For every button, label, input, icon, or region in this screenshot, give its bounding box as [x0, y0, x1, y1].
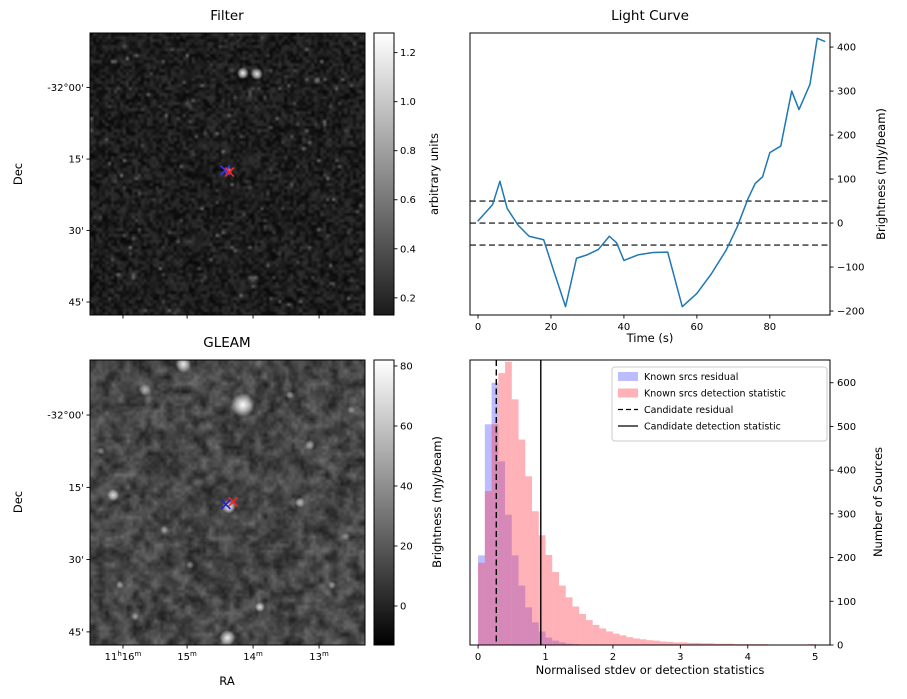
svg-text:0: 0	[837, 219, 843, 230]
svg-text:1: 1	[542, 652, 548, 663]
svg-text:3: 3	[677, 652, 683, 663]
svg-text:0.4: 0.4	[400, 244, 416, 255]
svg-text:100: 100	[837, 597, 856, 608]
svg-text:45': 45'	[69, 298, 84, 309]
gleam-colorbar	[374, 360, 394, 645]
svg-text:30': 30'	[69, 555, 84, 566]
lightcurve-ylabel: Brightness (mJy/beam)	[874, 108, 888, 240]
gleam-colorbar-label: Brightness (mJy/beam)	[430, 436, 444, 568]
svg-text:4: 4	[745, 652, 751, 663]
svg-text:-32°00': -32°00'	[47, 411, 84, 422]
svg-text:200: 200	[837, 131, 856, 142]
svg-text:1.0: 1.0	[400, 97, 416, 108]
svg-text:400: 400	[837, 43, 856, 54]
svg-text:14m: 14m	[243, 650, 263, 663]
svg-text:30': 30'	[69, 226, 84, 237]
svg-text:0: 0	[475, 322, 481, 333]
svg-text:1.2: 1.2	[400, 48, 416, 59]
svg-text:45': 45'	[69, 627, 84, 638]
filter-title: Filter	[210, 8, 244, 24]
svg-text:0.8: 0.8	[400, 146, 416, 157]
svg-text:20: 20	[545, 322, 558, 333]
hist-candidate-lines	[495, 360, 542, 645]
gleam-image	[90, 360, 365, 645]
svg-text:0.2: 0.2	[400, 293, 416, 304]
svg-text:0: 0	[475, 652, 481, 663]
svg-text:300: 300	[837, 509, 856, 520]
svg-text:60: 60	[691, 322, 704, 333]
gleam-xlabel: RA	[219, 674, 235, 688]
hist-series-1	[478, 361, 816, 645]
svg-text:13m: 13m	[309, 650, 329, 663]
svg-text:500: 500	[837, 422, 856, 433]
svg-text:15m: 15m	[177, 650, 197, 663]
svg-text:Known srcs detection statistic: Known srcs detection statistic	[644, 389, 786, 400]
svg-text:60: 60	[400, 422, 413, 433]
svg-text:15': 15'	[69, 155, 84, 166]
hist-legend: Known srcs residual Known srcs detection …	[611, 366, 828, 442]
svg-text:300: 300	[837, 87, 856, 98]
lightcurve-xlabel: Time (s)	[626, 331, 674, 345]
svg-text:600: 600	[837, 378, 856, 389]
svg-text:−100: −100	[837, 263, 864, 274]
svg-text:0: 0	[400, 602, 406, 613]
hist-xlabel: Normalised stdev or detection statistics	[535, 663, 765, 677]
svg-text:15': 15'	[69, 483, 84, 494]
svg-text:2: 2	[610, 652, 616, 663]
svg-text:80: 80	[400, 362, 413, 373]
svg-text:200: 200	[837, 553, 856, 564]
hist-frame	[469, 359, 831, 646]
svg-text:Candidate residual: Candidate residual	[644, 405, 733, 416]
hist-ylabel: Number of Sources	[871, 446, 885, 558]
svg-text:0.6: 0.6	[400, 195, 416, 206]
lightcurve-threshold-lines	[470, 200, 830, 246]
filter-image	[90, 33, 365, 315]
lightcurve-frame	[469, 32, 831, 316]
svg-text:0: 0	[837, 641, 843, 652]
gleam-ylabel: Dec	[11, 490, 25, 514]
lightcurve-line	[477, 37, 826, 308]
svg-text:-32°00': -32°00'	[47, 83, 84, 94]
svg-text:Known srcs residual: Known srcs residual	[644, 372, 738, 383]
hist-series-0	[478, 382, 593, 645]
svg-text:40: 40	[400, 482, 413, 493]
svg-text:Candidate detection statistic: Candidate detection statistic	[644, 422, 781, 433]
filter-ylabel: Dec	[11, 162, 25, 186]
gleam-title: GLEAM	[203, 335, 251, 351]
hist-axes: 0 1 2 3 4 5 0 100 200 300 400 500 600	[475, 378, 856, 663]
lightcurve-title: Light Curve	[611, 8, 689, 24]
svg-text:5: 5	[812, 652, 818, 663]
svg-text:11h16m: 11h16m	[105, 650, 142, 663]
svg-text:20: 20	[400, 542, 413, 553]
svg-text:−200: −200	[837, 307, 864, 318]
svg-text:400: 400	[837, 466, 856, 477]
svg-text:80: 80	[763, 322, 776, 333]
svg-text:100: 100	[837, 175, 856, 186]
filter-colorbar-label: arbitrary units	[427, 132, 441, 216]
filter-colorbar	[374, 33, 394, 315]
